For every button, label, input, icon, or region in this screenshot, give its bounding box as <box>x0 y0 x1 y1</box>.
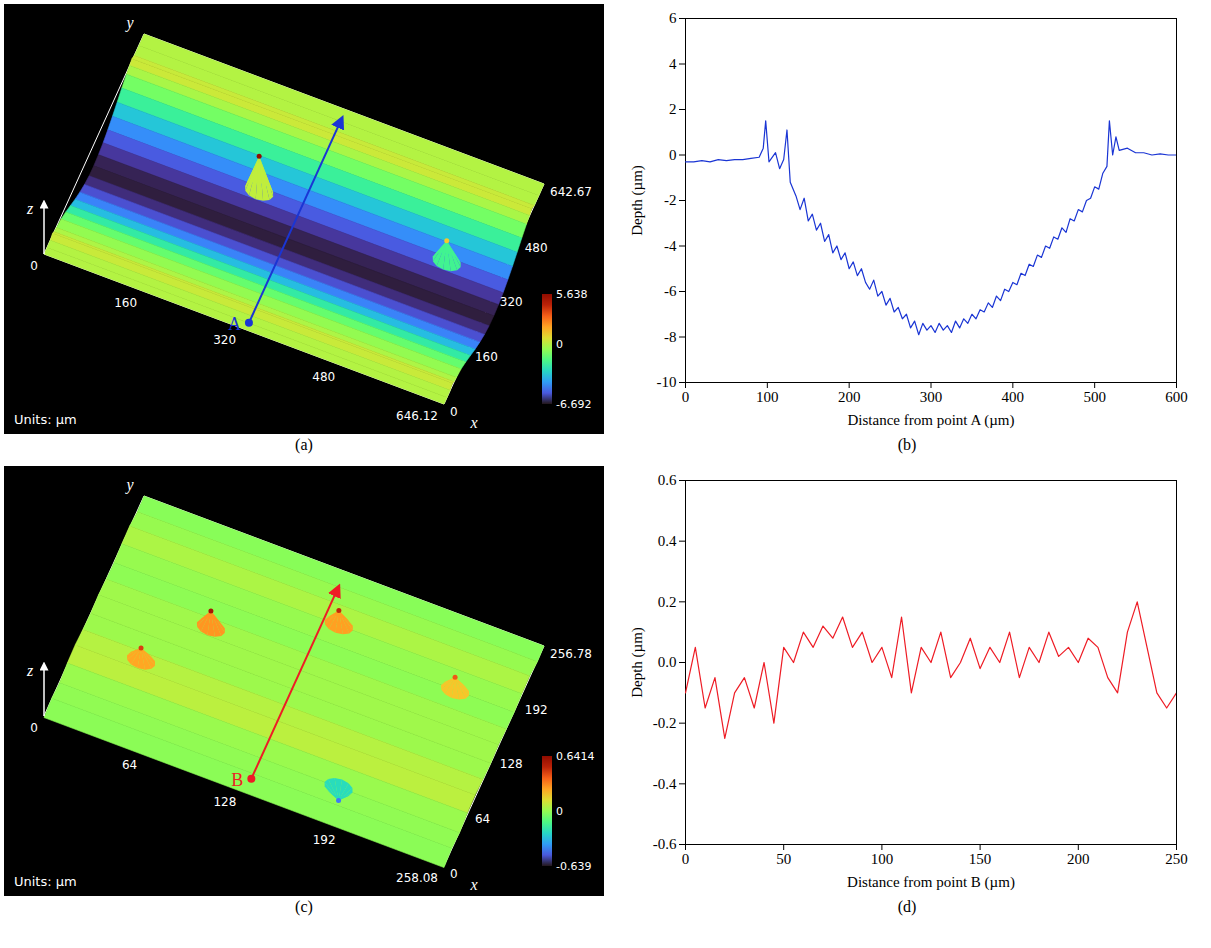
svg-text:Distance from point B (µm): Distance from point B (µm) <box>847 874 1015 891</box>
svg-text:300: 300 <box>919 389 942 405</box>
svg-text:192: 192 <box>313 833 336 847</box>
svg-text:0.4: 0.4 <box>657 533 676 549</box>
svg-text:0: 0 <box>669 147 677 163</box>
svg-text:0: 0 <box>450 405 458 419</box>
svg-text:642.67: 642.67 <box>550 185 592 199</box>
svg-text:250: 250 <box>1165 851 1188 867</box>
svg-text:x: x <box>469 414 477 431</box>
svg-text:-6.692: -6.692 <box>556 398 591 411</box>
html-text:(b): (b) <box>897 436 917 453</box>
svg-text:Depth (µm): Depth (µm) <box>629 627 646 698</box>
svg-text:128: 128 <box>213 795 236 809</box>
svg-text:128: 128 <box>500 757 523 771</box>
svg-text:A: A <box>228 314 241 334</box>
svg-text:Units: µm: Units: µm <box>14 874 77 889</box>
svg-text:480: 480 <box>525 241 548 255</box>
html-text:(d): (d) <box>897 898 917 915</box>
svg-text:0: 0 <box>681 851 689 867</box>
svg-text:100: 100 <box>756 389 779 405</box>
svg-text:Distance from point A (µm): Distance from point A (µm) <box>847 412 1014 429</box>
svg-text:64: 64 <box>475 812 490 826</box>
svg-text:y: y <box>124 14 134 32</box>
svg-text:x: x <box>469 876 477 893</box>
svg-text:0.6414: 0.6414 <box>556 750 595 763</box>
svg-text:400: 400 <box>1001 389 1024 405</box>
svg-text:-0.639: -0.639 <box>556 860 591 873</box>
svg-text:2: 2 <box>669 101 677 117</box>
svg-text:0: 0 <box>556 338 563 351</box>
svg-text:-6: -6 <box>664 283 677 299</box>
svg-text:z: z <box>26 662 34 679</box>
svg-text:64: 64 <box>122 758 137 772</box>
svg-text:0.6: 0.6 <box>657 472 676 488</box>
svg-text:160: 160 <box>475 350 498 364</box>
svg-text:-4: -4 <box>664 238 677 254</box>
svg-text:160: 160 <box>114 296 137 310</box>
svg-text:-0.4: -0.4 <box>652 776 676 792</box>
svg-text:200: 200 <box>1067 851 1090 867</box>
svg-text:5.638: 5.638 <box>556 288 588 301</box>
svg-text:z: z <box>26 200 34 217</box>
svg-text:4: 4 <box>669 56 677 72</box>
html-text:(a): (a) <box>295 436 313 453</box>
svg-text:B: B <box>231 770 243 790</box>
svg-text:646.12: 646.12 <box>396 409 438 423</box>
html-text:(c): (c) <box>295 898 313 915</box>
svg-text:Units: µm: Units: µm <box>14 412 77 427</box>
svg-text:0: 0 <box>450 867 458 881</box>
svg-text:258.08: 258.08 <box>396 871 438 885</box>
svg-text:0.2: 0.2 <box>657 594 676 610</box>
svg-text:6: 6 <box>669 10 677 26</box>
svg-text:50: 50 <box>776 851 791 867</box>
svg-text:256.78: 256.78 <box>550 647 592 661</box>
svg-text:0: 0 <box>556 805 563 818</box>
svg-text:150: 150 <box>968 851 991 867</box>
svg-text:200: 200 <box>837 389 860 405</box>
svg-text:y: y <box>124 476 134 494</box>
svg-text:600: 600 <box>1165 389 1188 405</box>
svg-text:100: 100 <box>870 851 893 867</box>
svg-text:320: 320 <box>500 295 523 309</box>
svg-text:Depth (µm): Depth (µm) <box>629 165 646 236</box>
svg-text:192: 192 <box>525 703 548 717</box>
svg-text:0.0: 0.0 <box>657 654 676 670</box>
svg-text:480: 480 <box>312 370 335 384</box>
svg-text:0: 0 <box>681 389 689 405</box>
svg-text:320: 320 <box>213 333 236 347</box>
svg-text:-0.2: -0.2 <box>652 715 676 731</box>
svg-text:-10: -10 <box>656 374 676 390</box>
svg-text:-0.6: -0.6 <box>652 836 676 852</box>
svg-text:500: 500 <box>1083 389 1106 405</box>
svg-text:-2: -2 <box>664 192 677 208</box>
svg-text:0: 0 <box>30 721 38 735</box>
svg-text:-8: -8 <box>664 329 677 345</box>
svg-text:0: 0 <box>30 259 38 273</box>
